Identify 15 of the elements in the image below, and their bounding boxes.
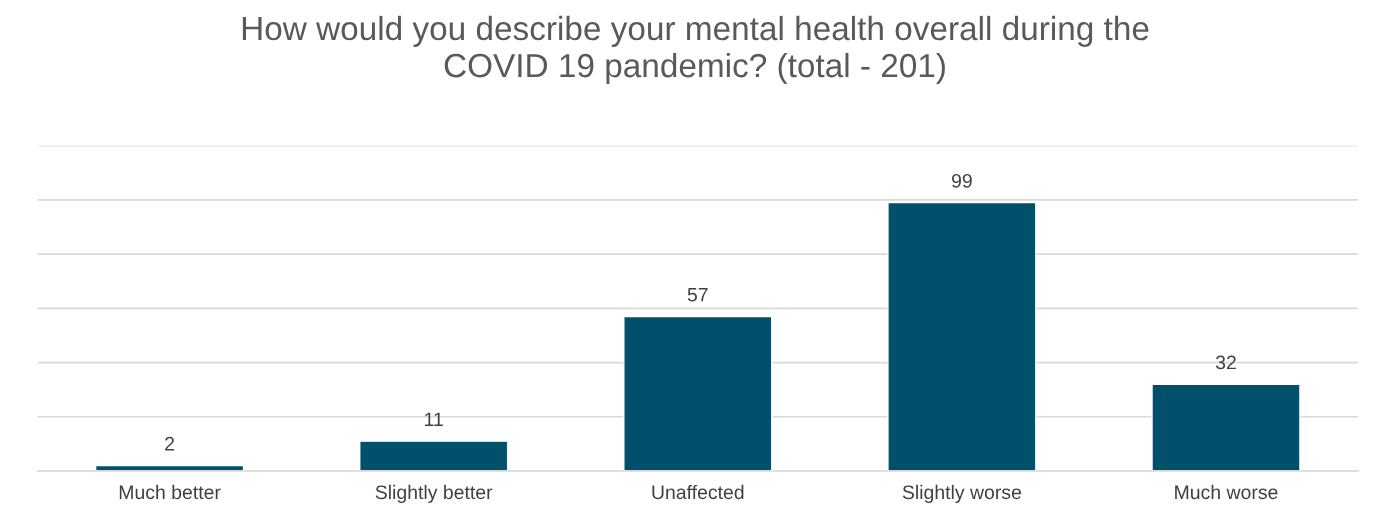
x-tick-label: Slightly better: [375, 484, 493, 503]
bar: [359, 440, 509, 471]
x-tick-label: Much better: [119, 484, 221, 500]
data-label: 2: [165, 436, 175, 451]
bar: [1151, 383, 1301, 471]
data-label: 32: [1215, 355, 1236, 370]
data-label: 11: [425, 412, 443, 427]
data-label: 99: [951, 173, 972, 188]
chart-title: How would you describe your mental health overall during the COVID 19 pandemic? (total - 201): [242, 15, 1149, 85]
bar: [623, 315, 773, 471]
x-tick-label: Slightly worse: [902, 484, 1021, 503]
data-label: 57: [687, 287, 708, 302]
bar: [887, 201, 1037, 471]
x-tick-label: Unaffected: [652, 484, 744, 500]
x-tick-label: Much worse: [1175, 484, 1278, 500]
